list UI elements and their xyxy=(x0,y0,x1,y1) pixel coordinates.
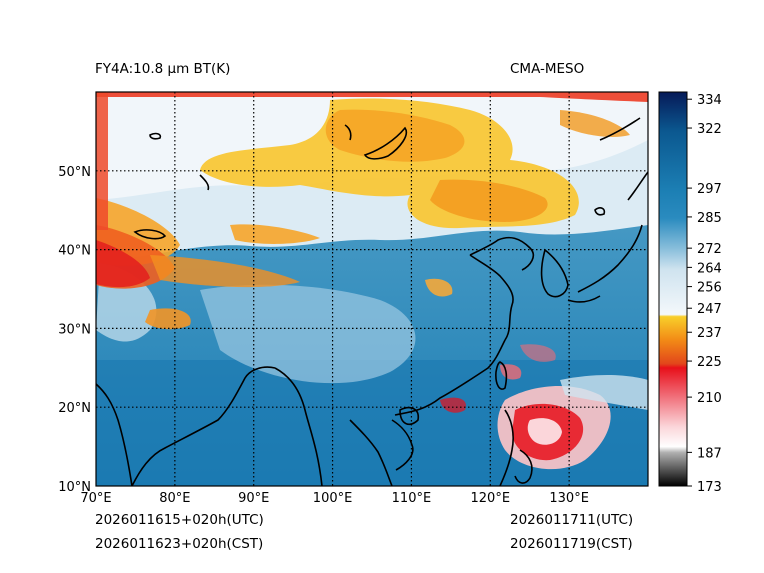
latitude-label: 10°N xyxy=(58,480,91,495)
colorbar-ticks: 173 187 210 225 237 247 256 264 272 285 297 322 334 xyxy=(687,93,722,495)
latitude-label: 50°N xyxy=(58,165,91,180)
colorbar-tick-label: 225 xyxy=(697,355,722,370)
longitude-label: 100°E xyxy=(313,491,353,506)
longitude-label: 130°E xyxy=(549,491,589,506)
longitude-labels: 70°E 80°E 90°E 100°E 110°E 120°E 130°E xyxy=(80,491,589,506)
colorbar-tick-label: 237 xyxy=(697,326,722,341)
valid-time-utc: 2026011711(UTC) xyxy=(510,512,634,528)
colorbar-tick-label: 210 xyxy=(697,391,722,406)
valid-time-cst: 2026011719(CST) xyxy=(510,536,633,552)
graticule xyxy=(96,92,648,486)
longitude-label: 120°E xyxy=(471,491,511,506)
longitude-label: 80°E xyxy=(159,491,190,506)
colorbar xyxy=(659,92,687,486)
latitude-label: 40°N xyxy=(58,244,91,259)
run-time-cst: 2026011623+020h(CST) xyxy=(95,536,264,552)
model-name: CMA-MESO xyxy=(510,61,585,77)
colorbar-tick-label: 322 xyxy=(697,122,722,137)
colorbar-tick-label: 334 xyxy=(697,93,722,108)
bt-imagery xyxy=(96,92,648,486)
colorbar-tick-label: 297 xyxy=(697,182,722,197)
colorbar-tick-label: 272 xyxy=(697,242,722,257)
coastlines xyxy=(96,117,648,486)
longitude-label: 70°E xyxy=(80,491,111,506)
map-frame xyxy=(95,91,649,487)
colorbar-tick-label: 285 xyxy=(697,211,722,226)
longitude-label: 90°E xyxy=(238,491,269,506)
colorbar-tick-label: 173 xyxy=(697,480,722,495)
colorbar-tick-label: 247 xyxy=(697,302,722,317)
latitude-labels: 10°N 20°N 30°N 40°N 50°N xyxy=(58,165,91,495)
longitude-label: 110°E xyxy=(392,491,432,506)
product-title: FY4A:10.8 μm BT(K) xyxy=(95,61,231,77)
latitude-label: 20°N xyxy=(58,401,91,416)
run-time-utc: 2026011615+020h(UTC) xyxy=(95,512,264,528)
colorbar-tick-label: 187 xyxy=(697,446,722,461)
colorbar-tick-label: 264 xyxy=(697,261,722,276)
latitude-label: 30°N xyxy=(58,322,91,337)
colorbar-frame xyxy=(658,91,688,487)
colorbar-tick-label: 256 xyxy=(697,281,722,296)
